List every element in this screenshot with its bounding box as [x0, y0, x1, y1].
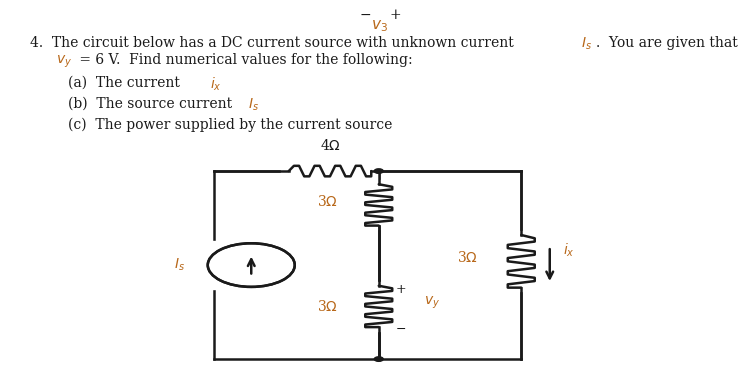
Text: (a)  The current: (a) The current	[68, 75, 184, 89]
Text: +: +	[389, 8, 401, 22]
Text: .  You are given that: . You are given that	[596, 36, 738, 50]
Text: 3$\Omega$: 3$\Omega$	[316, 194, 338, 209]
Text: (b)  The source current: (b) The source current	[68, 97, 236, 111]
Text: $v_3$: $v_3$	[371, 18, 388, 34]
Text: +: +	[395, 283, 406, 296]
Text: −: −	[359, 8, 371, 22]
Text: $i_x$: $i_x$	[563, 241, 575, 259]
Text: $I_s$: $I_s$	[174, 257, 185, 273]
Text: $i_x$: $i_x$	[210, 75, 222, 92]
Text: (c)  The power supplied by the current source: (c) The power supplied by the current so…	[68, 118, 392, 132]
Text: $I_s$: $I_s$	[248, 97, 259, 113]
Circle shape	[374, 357, 383, 361]
Text: $v_y$: $v_y$	[424, 294, 439, 311]
Text: 3$\Omega$: 3$\Omega$	[457, 250, 478, 265]
Text: 4$\Omega$: 4$\Omega$	[320, 138, 340, 153]
Text: 4.  The circuit below has a DC current source with unknown current: 4. The circuit below has a DC current so…	[30, 36, 518, 50]
Text: $v_y$: $v_y$	[56, 53, 72, 70]
Circle shape	[374, 169, 383, 173]
Text: −: −	[395, 323, 406, 335]
Text: 3$\Omega$: 3$\Omega$	[316, 299, 338, 314]
Text: $I_s$: $I_s$	[581, 36, 592, 52]
Text: = 6 V.  Find numerical values for the following:: = 6 V. Find numerical values for the fol…	[75, 53, 413, 67]
